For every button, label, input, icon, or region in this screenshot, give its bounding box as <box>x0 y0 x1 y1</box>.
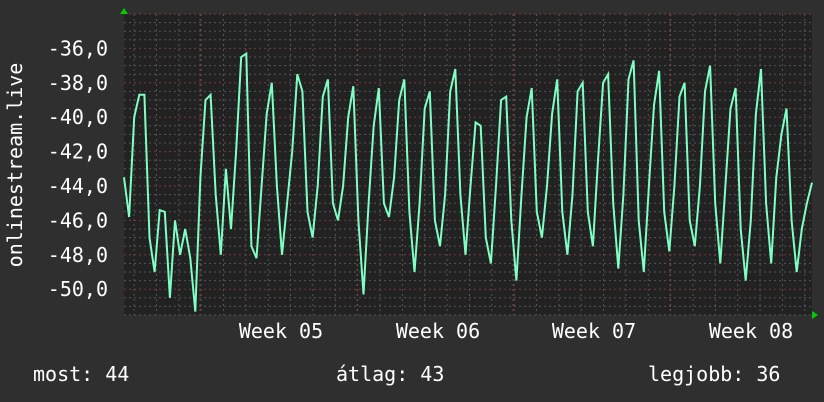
y-tick-label: -48,0 <box>48 243 108 267</box>
y-tick-label: -36,0 <box>48 36 108 60</box>
y-tick-label: -50,0 <box>48 277 108 301</box>
x-tick-label: Week 05 <box>239 319 323 343</box>
y-tick-label: -42,0 <box>48 140 108 164</box>
x-tick-label: Week 08 <box>709 319 793 343</box>
y-tick-label: -46,0 <box>48 208 108 232</box>
y-axis-label: onlinestream.live <box>3 63 27 268</box>
average-value: átlag: 43 <box>336 362 445 386</box>
x-tick-label: Week 07 <box>552 319 636 343</box>
x-axis: Week 05 Week 06 Week 07 Week 08 <box>239 319 793 343</box>
y-axis: -36,0 -38,0 -40,0 -42,0 -44,0 -46,0 -48,0 -50,0 <box>48 36 108 301</box>
best-value: legjobb: 36 <box>648 362 781 386</box>
plot-area <box>124 14 812 315</box>
y-axis-arrow-icon <box>120 8 128 14</box>
x-axis-arrow-icon <box>812 311 818 319</box>
x-tick-label: Week 06 <box>396 319 480 343</box>
current-value: most: 44 <box>33 362 130 386</box>
y-tick-label: -38,0 <box>48 71 108 95</box>
y-tick-label: -44,0 <box>48 174 108 198</box>
series-line <box>123 51 813 312</box>
y-tick-label: -40,0 <box>48 105 108 129</box>
